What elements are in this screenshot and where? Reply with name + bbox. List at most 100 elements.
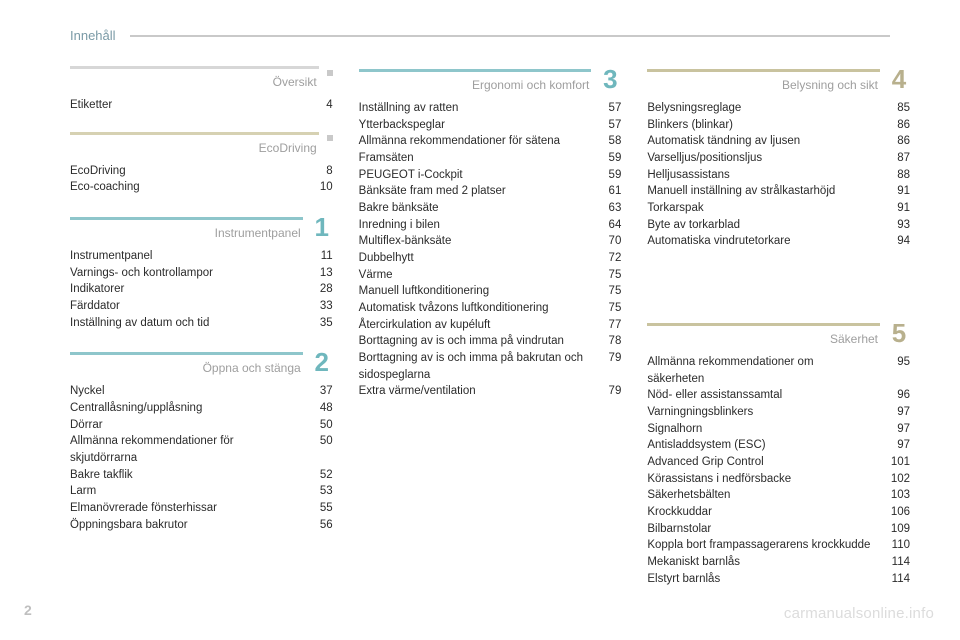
entry-label: Bakre bänksäte (359, 200, 594, 217)
section-title: Säkerhet (647, 332, 880, 346)
section-rule-wrap: Säkerhet (647, 323, 880, 346)
entry-page: 59 (593, 167, 621, 184)
toc-entry: Automatisk tvåzons luftkonditionering75 (359, 300, 622, 317)
entry-page: 106 (882, 504, 910, 521)
toc-entry: Indikatorer28 (70, 281, 333, 298)
section-rule (70, 66, 319, 69)
toc-entry: Varnings- och kontrollampor13 (70, 265, 333, 282)
toc-entry: Dubbelhytt72 (359, 250, 622, 267)
section-rule-wrap: Ergonomi och komfort (359, 69, 592, 92)
section-rule (70, 352, 303, 355)
toc-entry: Framsäten59 (359, 150, 622, 167)
entry-label: Nyckel (70, 383, 305, 400)
entry-label: Bänksäte fram med 2 platser (359, 183, 594, 200)
section-rule (647, 323, 880, 326)
entry-page: 102 (882, 471, 910, 488)
entry-page: 97 (882, 404, 910, 421)
entry-page: 48 (305, 400, 333, 417)
toc-section: Instrumentpanel1Instrumentpanel11Varning… (70, 214, 333, 331)
entry-page: 88 (882, 167, 910, 184)
toc-entry: Inställning av datum och tid35 (70, 315, 333, 332)
toc-entry: Etiketter4 (70, 97, 333, 114)
entry-label: Torkarspak (647, 200, 882, 217)
toc-entry: Mekaniskt barnlås114 (647, 554, 910, 571)
entry-label: Säkerhetsbälten (647, 487, 882, 504)
entry-label: Varnings- och kontrollampor (70, 265, 305, 282)
section-rule (70, 132, 319, 135)
entry-page: 10 (305, 179, 333, 196)
toc-entry: Körassistans i nedförsbacke102 (647, 471, 910, 488)
entry-label: Krockkuddar (647, 504, 882, 521)
toc-entry: Belysningsreglage85 (647, 100, 910, 117)
toc-entry: Allmänna rekommendationer för sätena58 (359, 133, 622, 150)
entry-page: 33 (305, 298, 333, 315)
entry-label: Automatisk tvåzons luftkonditionering (359, 300, 594, 317)
toc-entry: Bakre takflik52 (70, 467, 333, 484)
entry-page: 101 (882, 454, 910, 471)
toc-entry: Larm53 (70, 483, 333, 500)
entry-label: Koppla bort frampassagerarens krockkudde (647, 537, 882, 554)
toc-column: ÖversiktEtiketter4EcoDrivingEcoDriving8E… (70, 66, 333, 590)
toc-entry: Dörrar50 (70, 417, 333, 434)
entry-page: 61 (593, 183, 621, 200)
section-dot-icon (327, 70, 333, 76)
entry-page: 87 (882, 150, 910, 167)
toc-entry: Inställning av ratten57 (359, 100, 622, 117)
entry-page: 50 (305, 433, 333, 450)
entry-label: Eco-coaching (70, 179, 305, 196)
entry-label: Bilbarnstolar (647, 521, 882, 538)
toc-section: EcoDriving EcoDriving8Eco-coaching10 (70, 132, 333, 196)
entry-label: Dubbelhytt (359, 250, 594, 267)
entry-label: Centrallåsning/upplåsning (70, 400, 305, 417)
entry-label: Helljusassistans (647, 167, 882, 184)
entry-page: 93 (882, 217, 910, 234)
entry-page: 114 (882, 571, 910, 588)
toc-entry: Nöd- eller assistanssamtal96 (647, 387, 910, 404)
section-dot-icon (327, 135, 333, 141)
entry-page: 94 (882, 233, 910, 250)
watermark: carmanualsonline.info (784, 605, 934, 622)
section-title: Öppna och stänga (70, 361, 303, 375)
section-header: Öppna och stänga 2 (70, 349, 333, 375)
section-title: Ergonomi och komfort (359, 78, 592, 92)
entry-page: 86 (882, 117, 910, 134)
toc-entry: Färddator33 (70, 298, 333, 315)
entry-page: 64 (593, 217, 621, 234)
entry-label: Automatiska vindrutetorkare (647, 233, 882, 250)
entry-label: Värme (359, 267, 594, 284)
entry-label: Multiflex-bänksäte (359, 233, 594, 250)
toc-entry: EcoDriving8 (70, 163, 333, 180)
entry-page: 11 (305, 248, 333, 265)
entry-label: Öppningsbara bakrutor (70, 517, 305, 534)
page-number: 2 (24, 602, 32, 618)
toc-entry: Bakre bänksäte63 (359, 200, 622, 217)
entry-label: Instrumentpanel (70, 248, 305, 265)
section-number: 1 (311, 214, 333, 240)
entry-label: Färddator (70, 298, 305, 315)
toc-entry: Antisladdsystem (ESC)97 (647, 437, 910, 454)
entry-label: Etiketter (70, 97, 305, 114)
toc-section: Säkerhet5Allmänna rekommendationer om sä… (647, 320, 910, 587)
toc-column: Belysning och sikt4Belysningsreglage85Bl… (647, 66, 910, 590)
entry-label: Bakre takflik (70, 467, 305, 484)
toc-entry: Bänksäte fram med 2 platser61 (359, 183, 622, 200)
entry-page: 52 (305, 467, 333, 484)
toc-entry: Varningningsblinkers97 (647, 404, 910, 421)
entry-page: 77 (593, 317, 621, 334)
entry-page: 55 (305, 500, 333, 517)
section-rule-wrap: EcoDriving (70, 132, 319, 155)
entry-label: Antisladdsystem (ESC) (647, 437, 882, 454)
toc-entry: Helljusassistans88 (647, 167, 910, 184)
section-header: Ergonomi och komfort3 (359, 66, 622, 92)
entry-label: Dörrar (70, 417, 305, 434)
entry-page: 57 (593, 100, 621, 117)
entry-label: Elmanövrerade fönsterhissar (70, 500, 305, 517)
entry-page: 91 (882, 200, 910, 217)
toc-section: Ergonomi och komfort3 Inställning av ratt… (359, 66, 622, 400)
toc-section: ÖversiktEtiketter4 (70, 66, 333, 114)
toc-entry: PEUGEOT i-Cockpit59 (359, 167, 622, 184)
section-number: 2 (311, 349, 333, 375)
entry-page: 75 (593, 283, 621, 300)
entry-page: 35 (305, 315, 333, 332)
toc-entry: Nyckel37 (70, 383, 333, 400)
